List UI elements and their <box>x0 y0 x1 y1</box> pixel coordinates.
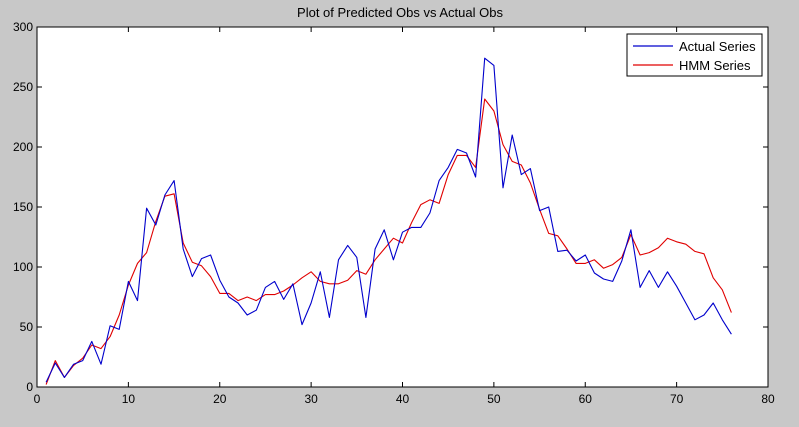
plot-area <box>37 27 768 387</box>
y-tick-label: 50 <box>20 320 34 334</box>
y-tick-label: 100 <box>13 260 33 274</box>
axis-ticks: 0 10 20 30 40 50 60 70 80 0 50 100 150 200 250 300 <box>13 20 775 406</box>
x-tick-label: 60 <box>579 392 593 406</box>
chart-title: Plot of Predicted Obs vs Actual Obs <box>297 5 503 20</box>
x-tick-label: 10 <box>122 392 136 406</box>
x-tick-label: 50 <box>487 392 501 406</box>
legend-label-actual-series: Actual Series <box>679 39 756 54</box>
x-tick-label: 20 <box>213 392 227 406</box>
legend-box <box>626 33 763 77</box>
x-tick-label: 30 <box>304 392 318 406</box>
y-tick-label: 300 <box>13 20 33 34</box>
x-tick-label: 0 <box>34 392 41 406</box>
series-line-actual-series <box>45 57 732 383</box>
y-tick-label: 0 <box>26 380 33 394</box>
y-tick-label: 150 <box>13 200 33 214</box>
legend: Actual Series HMM Series <box>626 33 763 77</box>
y-tick-label: 250 <box>13 80 33 94</box>
y-tick-label: 200 <box>13 140 33 154</box>
series-layer <box>45 57 732 385</box>
x-tick-label: 70 <box>670 392 684 406</box>
legend-label-hmm-series: HMM Series <box>679 58 751 73</box>
plot-frame <box>36 26 769 388</box>
x-tick-label: 80 <box>761 392 775 406</box>
x-tick-label: 40 <box>396 392 410 406</box>
